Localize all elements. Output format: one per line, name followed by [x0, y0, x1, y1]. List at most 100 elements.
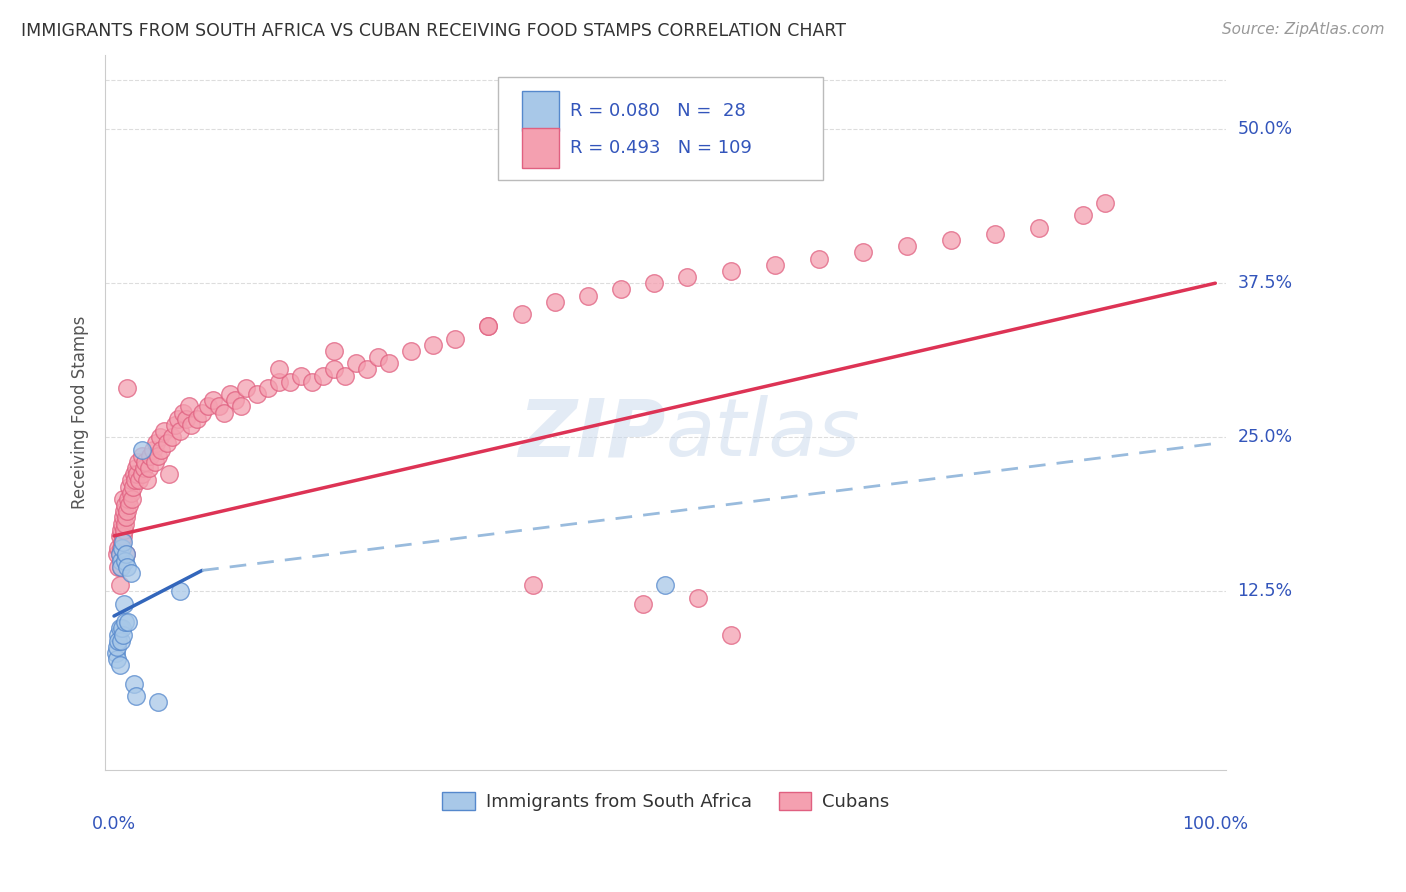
Point	[121, 479, 143, 493]
Point	[212, 406, 235, 420]
Point	[124, 474, 146, 488]
Text: Source: ZipAtlas.com: Source: ZipAtlas.com	[1222, 22, 1385, 37]
Point	[163, 417, 186, 432]
Point	[202, 393, 225, 408]
Point	[984, 227, 1007, 241]
Point	[229, 400, 252, 414]
Point	[111, 541, 134, 556]
Point	[301, 375, 323, 389]
Point	[609, 282, 631, 296]
Point	[224, 393, 246, 408]
Point	[114, 498, 136, 512]
Point	[118, 479, 141, 493]
Point	[1028, 220, 1050, 235]
Point	[110, 523, 132, 537]
Point	[108, 548, 131, 562]
Point	[257, 381, 280, 395]
Point	[115, 381, 138, 395]
Point	[763, 258, 786, 272]
Point	[131, 449, 153, 463]
Point	[110, 559, 132, 574]
Point	[157, 467, 180, 482]
Point	[169, 584, 191, 599]
Text: R = 0.493   N = 109: R = 0.493 N = 109	[571, 139, 752, 157]
Point	[852, 245, 875, 260]
Point	[125, 689, 148, 703]
Point	[1071, 208, 1094, 222]
Point	[131, 467, 153, 482]
Point	[110, 633, 132, 648]
Point	[576, 288, 599, 302]
Point	[128, 474, 150, 488]
Point	[167, 411, 190, 425]
Point	[174, 411, 197, 425]
Text: 12.5%: 12.5%	[1237, 582, 1292, 600]
Text: 0.0%: 0.0%	[91, 815, 136, 833]
Point	[152, 424, 174, 438]
Point	[145, 436, 167, 450]
Point	[136, 474, 159, 488]
Point	[654, 578, 676, 592]
Point	[105, 646, 128, 660]
Point	[138, 461, 160, 475]
Point	[111, 621, 134, 635]
Point	[105, 548, 128, 562]
Point	[631, 597, 654, 611]
Point	[477, 319, 499, 334]
Point	[218, 387, 240, 401]
Point	[120, 474, 142, 488]
Point	[108, 548, 131, 562]
Point	[111, 627, 134, 641]
Point	[118, 498, 141, 512]
Point	[122, 677, 145, 691]
Point	[312, 368, 335, 383]
Point	[367, 350, 389, 364]
Text: 37.5%: 37.5%	[1237, 274, 1292, 293]
Point	[139, 449, 162, 463]
Point	[112, 523, 135, 537]
Point	[335, 368, 357, 383]
Point	[177, 400, 200, 414]
Point	[111, 535, 134, 549]
Text: 25.0%: 25.0%	[1237, 428, 1292, 446]
Point	[444, 332, 467, 346]
Point	[235, 381, 257, 395]
Point	[939, 233, 962, 247]
Point	[422, 338, 444, 352]
Point	[108, 658, 131, 673]
Point	[114, 516, 136, 531]
Point	[197, 400, 219, 414]
Point	[208, 400, 231, 414]
Point	[114, 615, 136, 630]
Point	[150, 442, 173, 457]
Point	[115, 548, 138, 562]
Point	[172, 406, 194, 420]
Point	[115, 504, 138, 518]
Point	[143, 455, 166, 469]
Point	[156, 436, 179, 450]
Point	[510, 307, 533, 321]
Point	[115, 559, 138, 574]
Point	[146, 695, 169, 709]
Point	[108, 621, 131, 635]
Point	[108, 529, 131, 543]
Point	[115, 548, 138, 562]
Point	[522, 578, 544, 592]
FancyBboxPatch shape	[522, 91, 560, 130]
Point	[675, 270, 697, 285]
Point	[127, 467, 149, 482]
Point	[111, 529, 134, 543]
Point	[125, 461, 148, 475]
Point	[169, 424, 191, 438]
Text: 100.0%: 100.0%	[1182, 815, 1249, 833]
Point	[323, 343, 346, 358]
Point	[112, 504, 135, 518]
Point	[132, 461, 155, 475]
Point	[114, 553, 136, 567]
Point	[142, 442, 165, 457]
Point	[401, 343, 423, 358]
Point	[720, 264, 742, 278]
Point	[543, 294, 565, 309]
Point	[121, 491, 143, 506]
Point	[807, 252, 830, 266]
